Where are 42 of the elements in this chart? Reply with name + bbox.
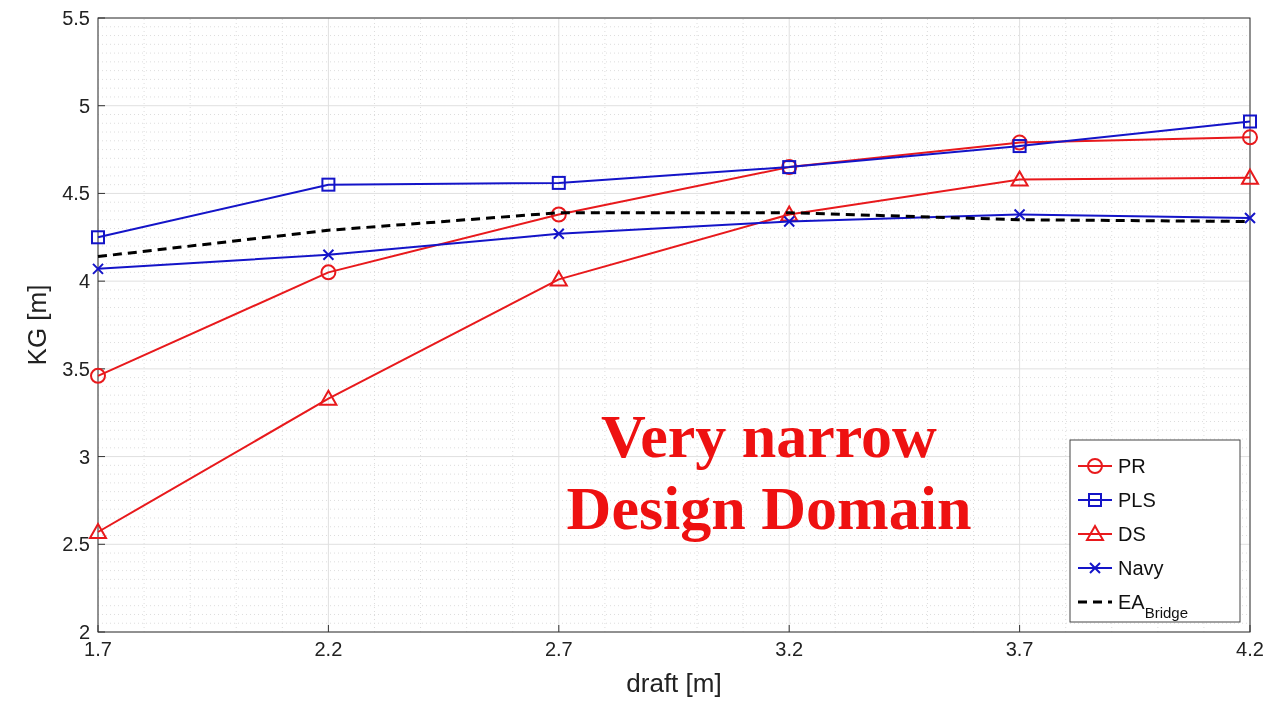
x-tick-label: 3.7	[1005, 638, 1034, 660]
point	[90, 367, 106, 384]
y-tick-label: 2.5	[62, 533, 90, 556]
y-axis-title: KG [m]	[22, 284, 52, 366]
point	[783, 215, 796, 228]
point	[552, 227, 565, 240]
y-tick-label: 3	[78, 445, 90, 468]
point	[89, 523, 107, 540]
annotation: Very narrow Design Domain	[566, 402, 972, 542]
x-tick-label: 3.2	[775, 638, 804, 660]
y-tick-label: 4	[78, 270, 90, 293]
y-tick-label: 5	[78, 94, 90, 117]
point	[549, 270, 568, 287]
point	[551, 175, 566, 190]
x-tick-label: 2.7	[544, 638, 573, 660]
point	[780, 205, 799, 222]
point	[321, 177, 336, 192]
point	[550, 206, 567, 223]
x-tick-label: 4.2	[1236, 638, 1264, 660]
legend-label: PR	[1118, 455, 1146, 477]
y-tick-label: 4.5	[62, 182, 90, 205]
point	[1010, 170, 1029, 187]
point	[1012, 139, 1027, 154]
point	[1243, 114, 1257, 129]
point	[91, 230, 105, 245]
point	[1013, 208, 1026, 221]
y-tick-label: 3.5	[62, 357, 90, 380]
x-axis-title: draft [m]	[626, 668, 722, 698]
point	[322, 248, 335, 261]
point	[1244, 211, 1256, 224]
legend-label: Navy	[1118, 557, 1164, 579]
x-tick-label: 2.2	[314, 638, 343, 660]
point	[319, 389, 338, 406]
point	[320, 264, 337, 281]
point	[1241, 168, 1259, 185]
point	[1242, 129, 1258, 146]
point	[92, 262, 104, 275]
y-tick-label: 5.5	[62, 7, 90, 29]
legend-label: PLS	[1118, 489, 1156, 511]
point	[1011, 134, 1028, 151]
legend-label: DS	[1118, 523, 1146, 545]
legend-label: EA$_{Bridge}$	[1118, 591, 1189, 621]
